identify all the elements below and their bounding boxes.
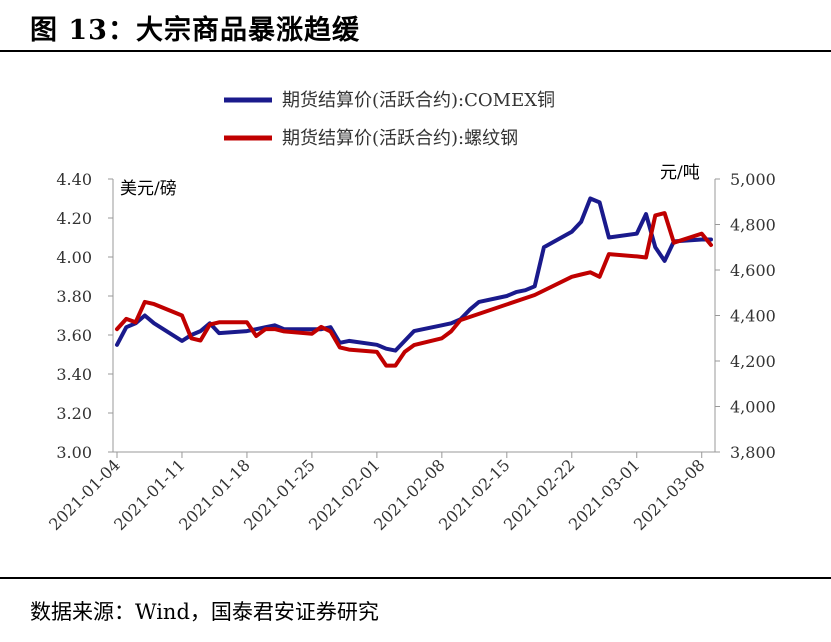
bottom-rule bbox=[0, 577, 831, 579]
left-tick-label: 3.60 bbox=[56, 326, 92, 345]
legend-label-rebar: 期货结算价(活跃合约):螺纹钢 bbox=[282, 128, 518, 149]
top-rule bbox=[0, 50, 831, 52]
right-axis-ticks: 3,800 4,000 4,200 4,400 4,600 4,800 5,000 bbox=[715, 170, 776, 462]
left-tick-label: 3.00 bbox=[56, 443, 92, 462]
series-line-copper bbox=[115, 196, 713, 353]
right-tick-label: 4,200 bbox=[730, 352, 776, 371]
series-layer bbox=[115, 196, 713, 368]
left-tick-label: 4.20 bbox=[56, 209, 92, 228]
legend-label-copper: 期货结算价(活跃合约):COMEX铜 bbox=[282, 90, 555, 111]
right-tick-label: 4,400 bbox=[730, 307, 776, 326]
left-axis-ticks: 3.00 3.20 3.40 3.60 3.80 4.00 4.20 4.40 bbox=[56, 170, 113, 462]
figure-title: 图 13：大宗商品暴涨趋缓 bbox=[30, 15, 360, 46]
right-tick-label: 4,800 bbox=[730, 216, 776, 235]
right-tick-label: 5,000 bbox=[730, 170, 776, 189]
left-tick-label: 3.40 bbox=[56, 365, 92, 384]
legend: 期货结算价(活跃合约):COMEX铜 期货结算价(活跃合约):螺纹钢 bbox=[224, 90, 555, 149]
source-note: 数据来源：Wind，国泰君安证券研究 bbox=[30, 600, 379, 624]
chart-area: 期货结算价(活跃合约):COMEX铜 期货结算价(活跃合约):螺纹钢 美元/磅 … bbox=[45, 90, 776, 534]
right-tick-label: 3,800 bbox=[730, 443, 776, 462]
right-tick-label: 4,600 bbox=[730, 261, 776, 280]
right-axis-unit: 元/吨 bbox=[660, 163, 700, 183]
right-tick-label: 4,000 bbox=[730, 398, 776, 417]
left-tick-label: 3.20 bbox=[56, 404, 92, 423]
left-axis-unit: 美元/磅 bbox=[120, 179, 177, 199]
x-axis-ticks: 2021-01-042021-01-112021-01-182021-01-25… bbox=[45, 452, 709, 534]
left-tick-label: 4.00 bbox=[56, 248, 92, 267]
series-line-rebar bbox=[115, 211, 713, 368]
left-tick-label: 4.40 bbox=[56, 170, 92, 189]
left-tick-label: 3.80 bbox=[56, 287, 92, 306]
